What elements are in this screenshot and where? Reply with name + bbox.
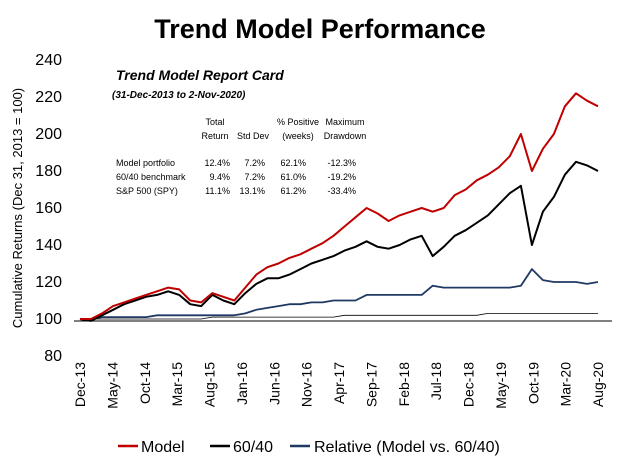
row-model-total-return: 12.4% <box>204 158 230 168</box>
row-model-std-dev: 7.2% <box>244 158 265 168</box>
x-tick-label: Jul-18 <box>428 362 444 400</box>
series-line-60-40 <box>79 160 599 322</box>
row-spy-std-dev: 13.1% <box>239 186 265 196</box>
row-benchmark-name: 60/40 benchmark <box>116 172 186 182</box>
row-model-name: Model portfolio <box>116 158 175 168</box>
series-lines <box>79 92 599 322</box>
x-tick-label: Jun-16 <box>266 362 282 405</box>
y-tick-label: 80 <box>44 348 62 365</box>
x-tick-labels: Dec-13 May-14 Oct-14 Mar-15 Aug-15 Jan-16 Jun-… <box>72 362 606 409</box>
y-tick-labels: 80 100 120 140 160 180 200 220 240 <box>35 52 62 365</box>
header-pct-positive-1: % Positive <box>277 117 319 127</box>
header-std-dev: Std Dev <box>237 131 270 141</box>
x-tick-label: Sep-17 <box>363 362 379 407</box>
row-spy-name: S&P 500 (SPY) <box>116 186 178 196</box>
row-spy-max-drawdown: -33.4% <box>327 186 356 196</box>
row-benchmark-std-dev: 7.2% <box>244 172 265 182</box>
header-pct-positive-2: (weeks) <box>282 131 314 141</box>
x-tick-label: May-19 <box>493 362 509 409</box>
chart-title: Trend Model Performance <box>154 14 486 44</box>
y-tick-label: 140 <box>35 237 62 254</box>
x-tick-label: Aug-20 <box>590 362 606 407</box>
legend-label-model: Model <box>141 439 185 456</box>
row-benchmark-pct-positive: 61.0% <box>280 172 306 182</box>
x-tick-label: Dec-13 <box>72 362 88 407</box>
legend-label-60-40: 60/40 <box>233 439 273 456</box>
row-spy-total-return: 11.1% <box>205 186 230 196</box>
x-tick-label: Feb-18 <box>396 362 412 407</box>
x-tick-label: Apr-17 <box>331 362 347 404</box>
series-line-reference <box>80 312 598 320</box>
y-tick-label: 100 <box>35 311 62 328</box>
x-tick-label: Nov-16 <box>299 362 315 407</box>
legend: Model 60/40 Relative (Model vs. 60/40) <box>118 439 500 456</box>
header-max-drawdown-2: Drawdown <box>324 131 367 141</box>
series-line-relative-model-vs-60-40 <box>80 268 599 320</box>
y-tick-label: 120 <box>35 274 62 291</box>
x-tick-label: Mar-15 <box>169 362 185 407</box>
y-axis-label: Cumulative Returns (Dec 31, 2013 = 100) <box>10 88 25 328</box>
header-total-return-2: Return <box>201 131 228 141</box>
x-tick-label: Jan-16 <box>234 362 250 405</box>
y-tick-label: 180 <box>35 163 62 180</box>
row-benchmark-total-return: 9.4% <box>209 172 230 182</box>
x-tick-label: Aug-15 <box>202 362 218 407</box>
row-model-pct-positive: 62.1% <box>280 158 306 168</box>
report-card-subtitle: (31-Dec-2013 to 2-Nov-2020) <box>112 90 246 101</box>
x-tick-label: Oct-19 <box>525 362 541 404</box>
row-benchmark-max-drawdown: -19.2% <box>327 172 356 182</box>
row-model-max-drawdown: -12.3% <box>327 158 356 168</box>
y-tick-label: 160 <box>35 200 62 217</box>
legend-label-relative: Relative (Model vs. 60/40) <box>314 439 500 456</box>
x-tick-label: May-14 <box>104 362 120 409</box>
y-tick-label: 220 <box>35 89 62 106</box>
x-tick-label: Mar-20 <box>558 362 574 407</box>
header-total-return-1: Total <box>205 117 224 127</box>
report-card: Trend Model Report Card (31-Dec-2013 to … <box>112 67 366 196</box>
report-card-title: Trend Model Report Card <box>116 67 284 83</box>
y-tick-label: 240 <box>35 52 62 69</box>
x-tick-label: Oct-14 <box>137 362 153 404</box>
series-line-model <box>80 92 599 320</box>
header-max-drawdown-1: Maximum <box>325 117 364 127</box>
row-spy-pct-positive: 61.2% <box>280 186 306 196</box>
y-tick-label: 200 <box>35 126 62 143</box>
x-tick-label: Dec-18 <box>461 362 477 407</box>
